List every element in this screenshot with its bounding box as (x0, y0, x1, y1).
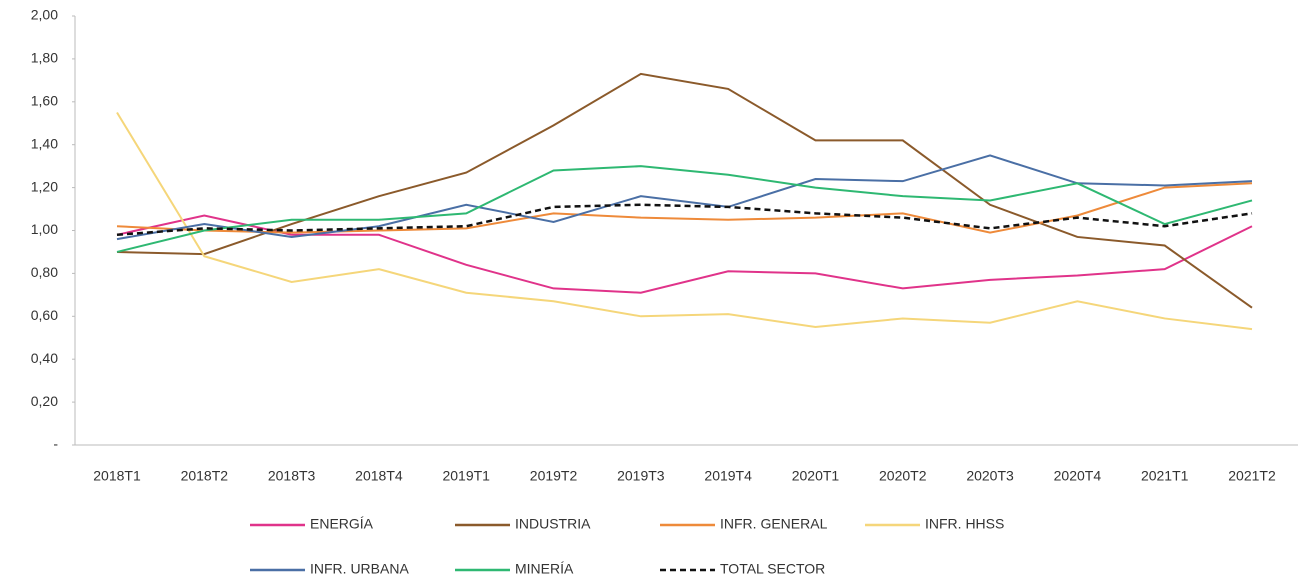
x-tick-label: 2018T3 (268, 468, 316, 484)
legend-label: TOTAL SECTOR (720, 561, 825, 577)
y-tick-label: 0,80 (31, 264, 58, 280)
y-tick-label: 1,00 (31, 221, 58, 237)
series-line (116, 112, 1253, 331)
x-tick-label: 2018T4 (355, 468, 403, 484)
legend-label: INFR. HHSS (925, 516, 1004, 532)
legend-label: INDUSTRIA (515, 516, 591, 532)
x-tick-label: 2021T2 (1228, 468, 1276, 484)
x-tick-label: 2019T1 (442, 468, 490, 484)
y-tick-label: 1,40 (31, 135, 58, 151)
x-tick-label: 2020T3 (966, 468, 1014, 484)
series-line (116, 154, 1253, 241)
y-tick-label: 2,00 (31, 7, 58, 23)
x-tick-label: 2019T2 (530, 468, 578, 484)
legend-label: INFR. GENERAL (720, 516, 828, 532)
y-tick-label: - (53, 436, 58, 452)
x-tick-label: 2020T1 (792, 468, 840, 484)
y-tick-label: 0,20 (31, 393, 58, 409)
x-tick-label: 2021T1 (1141, 468, 1189, 484)
x-tick-label: 2019T3 (617, 468, 665, 484)
series-line (116, 72, 1253, 309)
x-tick-label: 2020T4 (1054, 468, 1102, 484)
legend-label: INFR. URBANA (310, 561, 409, 577)
y-tick-label: 1,80 (31, 50, 58, 66)
x-tick-label: 2018T1 (93, 468, 141, 484)
y-tick-label: 0,40 (31, 350, 58, 366)
legend-label: MINERÍA (515, 561, 574, 577)
x-tick-label: 2019T4 (704, 468, 752, 484)
series-line (116, 165, 1253, 253)
legend-label: ENERGÍA (310, 516, 374, 532)
y-tick-label: 1,60 (31, 93, 58, 109)
y-tick-label: 1,20 (31, 178, 58, 194)
x-tick-label: 2018T2 (181, 468, 229, 484)
y-tick-label: 0,60 (31, 307, 58, 323)
series-line (116, 182, 1253, 234)
x-tick-label: 2020T2 (879, 468, 927, 484)
